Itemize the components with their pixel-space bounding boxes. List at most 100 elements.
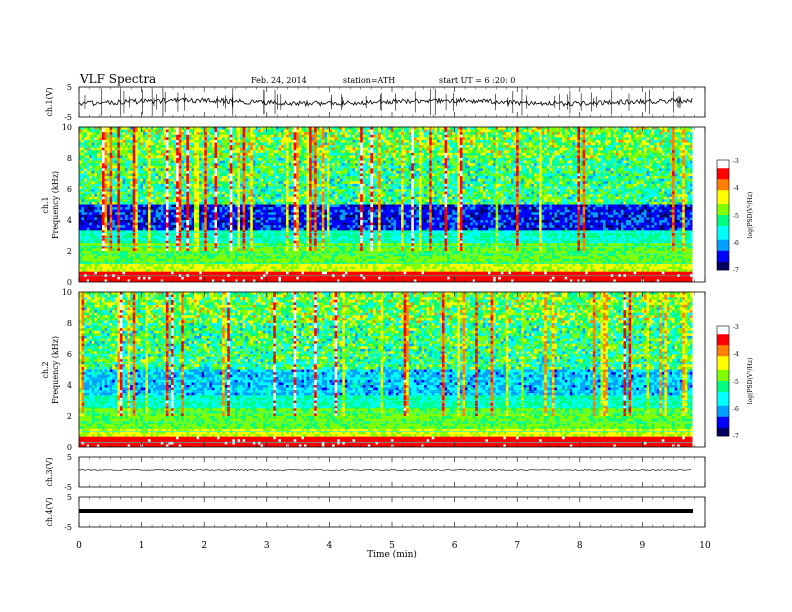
spec-cell [237, 225, 241, 229]
spec-cell [91, 186, 95, 190]
spec-cell [150, 263, 154, 267]
spec-cell [234, 152, 238, 156]
spec-cell [280, 263, 284, 267]
spec-cell [194, 173, 197, 177]
spec-cell [196, 168, 200, 172]
spec-cell [102, 243, 105, 247]
spec-cell [102, 173, 105, 177]
spec-cell [79, 225, 82, 229]
spec-cell [242, 137, 246, 141]
spec-cell [155, 127, 159, 130]
spec-cell [163, 186, 167, 190]
spec-cell [194, 217, 197, 221]
spec-cell [183, 163, 187, 167]
spec-cell [211, 207, 215, 211]
spec-cell [224, 129, 228, 133]
spec-cell [183, 168, 187, 172]
spec-cell [186, 158, 190, 161]
spec-cell [96, 232, 100, 236]
spec-cell [94, 137, 98, 141]
spec-cell [222, 134, 226, 138]
spec-cell [263, 142, 266, 146]
spec-cell [204, 263, 208, 267]
spec-cell [237, 248, 241, 252]
spec-cell [127, 194, 131, 198]
spec-cell [214, 220, 218, 223]
spec-cell [163, 132, 167, 136]
spec-cell [245, 276, 249, 280]
spec-cell [145, 207, 149, 211]
spec-cell [227, 163, 231, 167]
spec-cell [206, 279, 210, 282]
spec-cell [265, 173, 269, 177]
spec-cell [165, 194, 169, 198]
spec-cell [191, 245, 195, 249]
spec-cell [125, 217, 128, 221]
spec-cell [250, 160, 254, 164]
spec-cell [280, 217, 284, 221]
spec-cell [171, 176, 174, 180]
spec-cell [130, 227, 134, 231]
spec-cell [160, 155, 164, 159]
spec-cell [148, 212, 151, 216]
spec-cell [150, 245, 154, 249]
spec-cell [86, 256, 90, 260]
spec-cell [224, 158, 228, 161]
spec-cell [260, 225, 264, 229]
spec-cell [194, 204, 197, 208]
spec-cell [222, 178, 226, 182]
spec-cell [283, 165, 287, 169]
spec-cell [237, 266, 241, 270]
spec-cell [96, 207, 100, 211]
spec-cell [183, 243, 187, 247]
spec-cell [227, 147, 231, 151]
spec-cell [119, 181, 123, 185]
spec-cell [211, 240, 215, 244]
spec-cell [96, 139, 100, 143]
spec-cell [283, 220, 287, 223]
spec-cell [122, 251, 126, 254]
spec-cell [178, 263, 182, 267]
spec-cell [273, 230, 277, 234]
spec-cell [275, 168, 279, 172]
spec-cell [268, 258, 272, 262]
spec-cell [242, 217, 246, 221]
spec-cell [257, 235, 261, 239]
spec-cell [224, 170, 228, 174]
spec-cell [224, 204, 228, 208]
spec-cell [188, 214, 192, 218]
spec-cell [137, 163, 141, 167]
spec-cell [275, 256, 279, 260]
spec-cell [270, 196, 274, 200]
spec-cell [199, 158, 203, 161]
spec-cell [280, 220, 284, 223]
spec-cell [173, 263, 177, 267]
spec-cell [163, 191, 167, 195]
spec-cell [142, 199, 146, 203]
spec-cell [242, 222, 246, 226]
spec-cell [265, 137, 269, 141]
spec-cell [260, 194, 264, 198]
spec-cell [257, 160, 261, 164]
spec-cell [153, 232, 157, 236]
spec-cell [135, 129, 139, 133]
spec-cell [183, 245, 187, 249]
spec-cell [112, 276, 116, 280]
spec-cell [178, 168, 182, 172]
spec-cell [234, 263, 238, 267]
spec-cell [148, 217, 151, 221]
spec-cell [204, 150, 208, 154]
spec-cell [135, 176, 139, 180]
spec-cell [265, 181, 269, 185]
spec-cell [84, 266, 88, 270]
spec-cell [252, 258, 256, 262]
spec-cell [160, 261, 164, 265]
spec-cell [181, 238, 185, 242]
spec-cell [260, 134, 264, 138]
spec-cell [257, 238, 261, 242]
spec-cell [173, 186, 177, 190]
spec-cell [153, 212, 157, 216]
spec-cell [265, 132, 269, 136]
spec-cell [140, 248, 144, 252]
spec-cell [242, 276, 246, 280]
